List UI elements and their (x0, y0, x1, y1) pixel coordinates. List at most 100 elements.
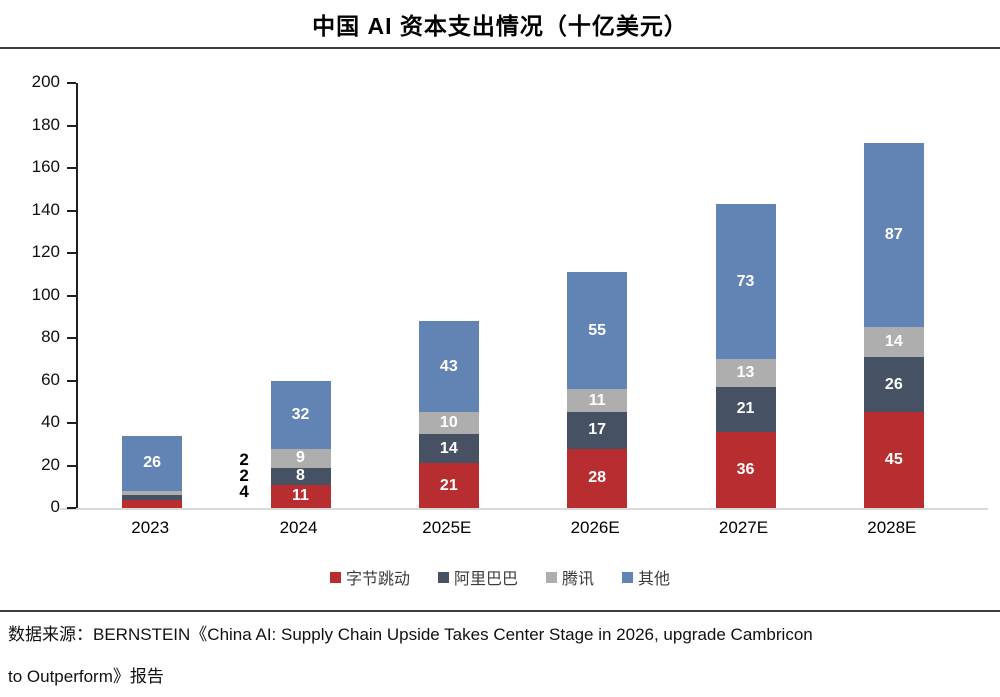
y-tick (67, 167, 76, 169)
bar-segment-label: 43 (439, 357, 458, 375)
y-tick (67, 294, 76, 297)
y-tick (67, 507, 76, 509)
outside-value-label: 2 (239, 450, 249, 469)
bar-segment-label: 8 (296, 467, 305, 485)
outside-value-label: 4 (239, 482, 249, 501)
bar-segment-label: 32 (291, 405, 310, 423)
bar-segment-其他: 32 (270, 380, 331, 449)
legend-swatch-icon (329, 571, 341, 583)
y-tick (67, 422, 76, 424)
y-tick (67, 379, 76, 382)
y-tick-label: 180 (31, 114, 60, 134)
bar-segment-label: 14 (884, 333, 903, 351)
bar-segment-其他: 55 (567, 272, 628, 389)
bar-2023: 26 (122, 435, 183, 508)
x-axis-line (60, 508, 988, 510)
x-category-label: 2023 (131, 518, 170, 537)
bar-segment-label: 26 (884, 375, 903, 393)
bar-segment-其他: 43 (418, 321, 479, 413)
bar-segment-腾讯: 11 (567, 389, 628, 413)
bar-segment-腾讯: 10 (418, 412, 479, 434)
y-tick-label: 100 (31, 284, 60, 304)
bar-segment-腾讯 (122, 491, 183, 496)
bar-segment-阿里巴巴: 14 (418, 433, 479, 464)
bar-segment-label: 21 (736, 400, 755, 418)
bar-segment-腾讯: 9 (270, 448, 331, 468)
chart-header: 中国 AI 资本支出情况（十亿美元） (0, 0, 1000, 47)
legend-label: 腾讯 (562, 571, 595, 588)
y-tick (67, 82, 76, 84)
bar-segment-label: 73 (736, 272, 755, 290)
legend-label: 阿里巴巴 (453, 571, 518, 588)
bar-segment-label: 45 (884, 451, 903, 469)
legend: 字节跳动 阿里巴巴 腾讯 其他 (0, 565, 1000, 589)
bar-segment-label: 17 (588, 421, 607, 439)
bar-segment-阿里巴巴: 21 (715, 386, 776, 432)
legend-item-阿里巴巴: 阿里巴巴 (437, 565, 518, 589)
y-tick (67, 124, 76, 127)
legend-label: 字节跳动 (345, 571, 410, 588)
legend-swatch-icon (437, 571, 449, 583)
y-tick-label: 20 (41, 454, 60, 474)
source-text-line1: 数据来源：BERNSTEIN《China AI: Supply Chain Up… (8, 625, 813, 644)
bar-segment-label: 55 (588, 321, 607, 339)
bar-segment-腾讯: 14 (863, 327, 924, 358)
y-tick-label: 0 (50, 497, 60, 516)
legend-swatch-icon (622, 571, 634, 583)
bar-segment-label: 36 (736, 460, 755, 478)
bar-segment-label: 87 (884, 225, 903, 243)
bar-2024: 11 8 9 32 (270, 380, 331, 508)
bar-segment-label: 13 (736, 364, 755, 382)
y-tick (67, 252, 76, 254)
x-category-label: 2024 (279, 518, 318, 537)
bar-segment-label: 11 (292, 487, 309, 505)
y-tick-label: 140 (31, 199, 60, 219)
title-divider (0, 47, 1000, 49)
y-tick (67, 337, 76, 339)
source-text-line2: to Outperform》报告 (8, 667, 164, 686)
y-tick-label: 60 (41, 369, 60, 389)
y-tick-label: 200 (31, 72, 60, 91)
bar-segment-阿里巴巴 (122, 495, 183, 500)
bar-segment-label: 11 (588, 391, 606, 409)
y-tick-label: 40 (41, 412, 60, 431)
y-tick-label: 160 (31, 157, 60, 176)
bar-2027E: 36 21 13 73 (715, 204, 776, 508)
bar-segment-label: 21 (439, 476, 458, 494)
legend-swatch-icon (546, 571, 557, 583)
legend-item-字节跳动: 字节跳动 (329, 565, 410, 589)
bar-segment-字节跳动: 28 (567, 448, 628, 508)
x-category-label: 2025E (422, 518, 472, 537)
bar-segment-其他: 73 (715, 204, 776, 360)
bar-segment-阿里巴巴: 8 (270, 467, 331, 485)
x-category-label: 2027E (718, 518, 769, 537)
source-footer: 数据来源：BERNSTEIN《China AI: Supply Chain Up… (0, 612, 1000, 697)
bar-segment-字节跳动: 36 (715, 431, 776, 508)
bar-2026E: 28 17 11 55 (567, 272, 628, 508)
bar-segment-腾讯: 13 (715, 359, 776, 387)
y-tick-label: 120 (31, 242, 60, 261)
bar-segment-其他: 87 (863, 142, 924, 328)
bar-segment-其他: 26 (122, 435, 183, 491)
y-tick (67, 464, 76, 467)
source-divider (0, 610, 1000, 612)
legend-item-其他: 其他 (622, 565, 670, 589)
bar-segment-字节跳动: 11 (270, 484, 331, 508)
outside-value-label: 2 (239, 466, 249, 485)
bar-segment-label: 26 (143, 454, 162, 472)
bar-segment-阿里巴巴: 17 (567, 412, 628, 449)
bar-segment-label: 28 (588, 469, 607, 487)
bar-segment-label: 14 (439, 439, 458, 457)
legend-item-腾讯: 腾讯 (546, 565, 594, 589)
y-tick (67, 209, 76, 212)
bar-2025E: 21 14 10 43 (418, 321, 479, 508)
bar-segment-label: 10 (439, 414, 458, 431)
x-category-label: 2028E (867, 518, 917, 537)
bar-2028E: 45 26 14 87 (863, 142, 924, 508)
bar-segment-阿里巴巴: 26 (863, 357, 924, 413)
bar-segment-字节跳动: 45 (863, 412, 924, 508)
bar-segment-label: 9 (296, 449, 305, 467)
chart-region: 0 20 40 60 80 100 120 140 160 180 200 26 2 2 4 11 8 9 32 21… (0, 49, 1000, 610)
